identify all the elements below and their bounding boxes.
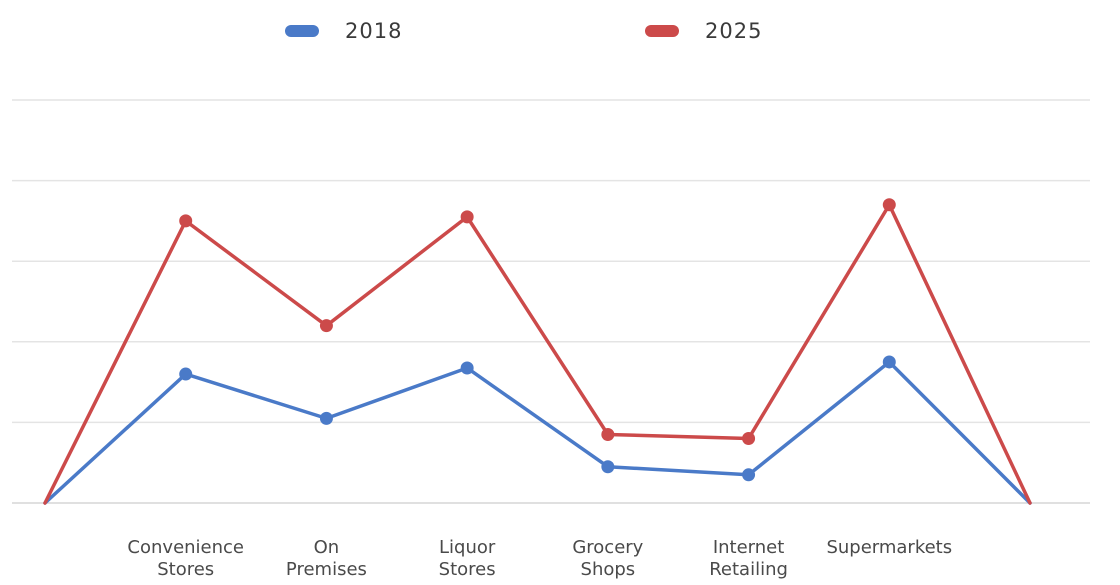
x-tick-label: Convenience Stores bbox=[127, 537, 244, 580]
data-point-2018 bbox=[460, 361, 474, 375]
gridlines bbox=[12, 99, 1090, 504]
data-point-2025 bbox=[319, 319, 333, 333]
x-tick-label: Supermarkets bbox=[826, 537, 952, 558]
series-lines bbox=[43, 198, 1032, 505]
legend-item-2025: 2025 bbox=[645, 19, 762, 43]
legend-label: 2018 bbox=[345, 19, 402, 43]
x-tick-label: Liquor Stores bbox=[439, 537, 496, 580]
data-point-2018 bbox=[319, 411, 333, 425]
x-tick-labels: Convenience Stores On Premises Liquor Stores G… bbox=[127, 537, 952, 580]
series-line-2025 bbox=[43, 203, 1032, 505]
series-line-2018 bbox=[43, 360, 1032, 505]
data-point-2018 bbox=[742, 468, 756, 482]
data-point-2018 bbox=[882, 355, 896, 369]
legend-swatch bbox=[285, 25, 319, 37]
legend: 2018 2025 bbox=[285, 19, 762, 43]
data-point-2025 bbox=[742, 432, 756, 446]
x-tick-label: On Premises bbox=[286, 537, 367, 580]
data-point-2025 bbox=[601, 427, 615, 441]
legend-swatch bbox=[645, 25, 679, 37]
data-point-2018 bbox=[601, 460, 615, 474]
data-point-2025 bbox=[882, 198, 896, 212]
legend-label: 2025 bbox=[705, 19, 762, 43]
data-point-2025 bbox=[179, 214, 193, 228]
x-tick-label: Grocery Shops bbox=[572, 537, 643, 580]
legend-item-2018: 2018 bbox=[285, 19, 402, 43]
data-point-2025 bbox=[460, 210, 474, 224]
data-point-2018 bbox=[179, 367, 193, 381]
x-tick-label: Internet Retailing bbox=[709, 537, 788, 580]
